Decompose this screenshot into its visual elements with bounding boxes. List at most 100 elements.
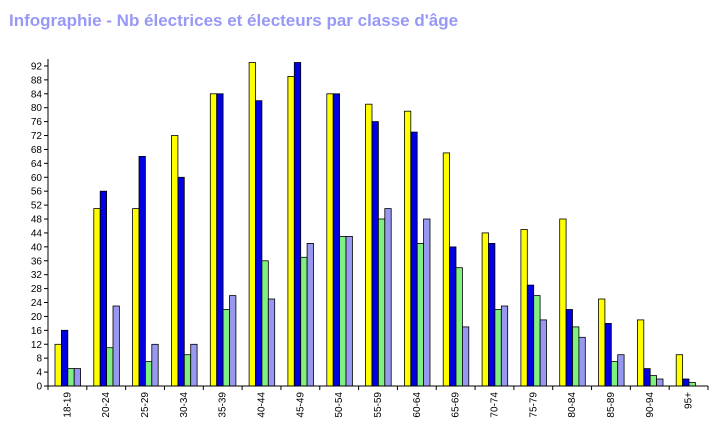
x-tick-label: 75-79 [528,392,539,418]
bar-30-34-s3 [183,354,192,387]
bar-60-64-s1 [403,110,412,387]
bar-85-89-s3 [610,361,619,387]
bar-60-64-s4 [423,218,431,387]
bar-70-74-s3 [494,309,502,387]
bar-65-69-s2 [449,246,457,387]
x-tick-label: 35-39 [218,392,229,418]
x-tick-label: 40-44 [257,392,268,418]
bar-70-74-s2 [488,242,496,387]
y-tick-label: 20 [31,312,43,323]
y-tick-label: 84 [31,89,43,100]
bar-18-19-s4 [73,368,81,387]
bar-20-24-s1 [93,208,101,387]
x-tick-label: 20-24 [101,392,112,418]
bar-65-69-s3 [455,267,463,387]
bar-85-89-s1 [598,298,606,387]
bar-85-89-s2 [604,322,612,387]
bar-90-94-s1 [637,319,645,387]
bar-55-59-s4 [384,208,392,387]
bar-30-34-s1 [171,135,179,387]
y-tick-label: 16 [31,326,43,337]
bar-60-64-s3 [416,242,425,387]
bar-18-19-s1 [54,343,62,387]
x-tick-label: 45-49 [295,392,306,418]
bar-85-89-s4 [617,354,625,387]
y-tick-label: 60 [31,173,43,184]
bar-40-44-s3 [261,260,269,387]
y-tick-label: 12 [31,340,43,351]
bar-75-79-s3 [533,295,541,387]
y-tick-label: 80 [31,103,43,114]
bar-90-94-s4 [656,378,664,387]
y-tick-label: 88 [31,75,43,86]
y-tick-label: 24 [31,298,43,309]
y-tick-label: 64 [31,159,43,170]
x-tick-label: 95+ [684,392,695,409]
bar-30-34-s4 [190,343,198,387]
x-tick-label: 80-84 [567,392,578,418]
bar-35-39-s1 [209,93,218,387]
y-tick-label: 32 [31,270,43,281]
bar-25-29-s3 [144,361,153,387]
x-tick-label: 65-69 [451,392,462,418]
bar-90-94-s3 [649,375,658,387]
bar-80-84-s3 [572,326,580,387]
bar-18-19-s3 [67,368,75,387]
bars [54,62,696,387]
bar-55-59-s2 [371,121,379,387]
x-tick-label: 18-19 [62,392,73,418]
bar-90-94-s2 [643,368,651,387]
bar-65-69-s4 [461,326,470,387]
bar-40-44-s2 [255,100,263,387]
bar-80-84-s1 [559,218,567,387]
bar-45-49-s2 [293,62,302,387]
bar-35-39-s3 [222,309,230,387]
y-tick-label: 92 [31,61,43,72]
y-tick-label: 36 [31,256,43,267]
bar-95+-s2 [682,378,690,387]
bar-95+-s1 [675,354,684,387]
y-tick-label: 52 [31,201,43,212]
bar-50-54-s3 [339,235,347,387]
bar-95+-s3 [688,382,696,387]
bar-45-49-s1 [287,76,295,387]
bar-70-74-s1 [481,232,489,387]
y-tick-label: 8 [36,354,42,365]
x-tick-label: 25-29 [140,392,151,418]
y-axis-ticks: 0481216202428323640444852566064687276808… [31,61,48,393]
bar-75-79-s4 [539,319,547,387]
y-tick-label: 72 [31,131,43,142]
bar-25-29-s4 [151,343,159,387]
bar-75-79-s1 [520,229,528,387]
bar-80-84-s2 [565,309,573,387]
x-tick-label: 30-34 [179,392,190,418]
bar-50-54-s2 [332,93,341,387]
x-axis-ticks: 18-19 20-24 25-29 30-34 35-39 40-44 45-49 50-54… [47,386,709,418]
bar-60-64-s2 [410,131,418,387]
bar-50-54-s4 [345,235,353,387]
bar-45-49-s3 [300,256,308,387]
y-tick-label: 0 [36,382,42,393]
bar-55-59-s1 [365,103,373,387]
y-tick-label: 76 [31,117,43,128]
bar-25-29-s2 [138,155,146,387]
bar-45-49-s4 [306,242,314,387]
bar-30-34-s2 [177,176,185,387]
bar-20-24-s3 [106,347,114,387]
x-tick-label: 60-64 [412,392,423,418]
y-tick-label: 40 [31,242,43,253]
bar-65-69-s1 [442,152,451,387]
chart-title: Infographie - Nb électrices et électeurs… [9,11,459,30]
y-tick-label: 4 [36,368,42,379]
x-tick-label: 70-74 [489,392,500,418]
x-tick-label: 90-94 [645,392,656,418]
bar-40-44-s4 [267,298,276,387]
y-tick-label: 44 [31,228,43,239]
y-tick-label: 56 [31,187,43,198]
bar-20-24-s2 [99,190,107,387]
x-tick-label: 85-89 [606,392,617,418]
bar-20-24-s4 [112,305,120,387]
bar-75-79-s2 [526,284,535,387]
bar-50-54-s1 [326,93,334,387]
bar-35-39-s2 [216,93,224,387]
